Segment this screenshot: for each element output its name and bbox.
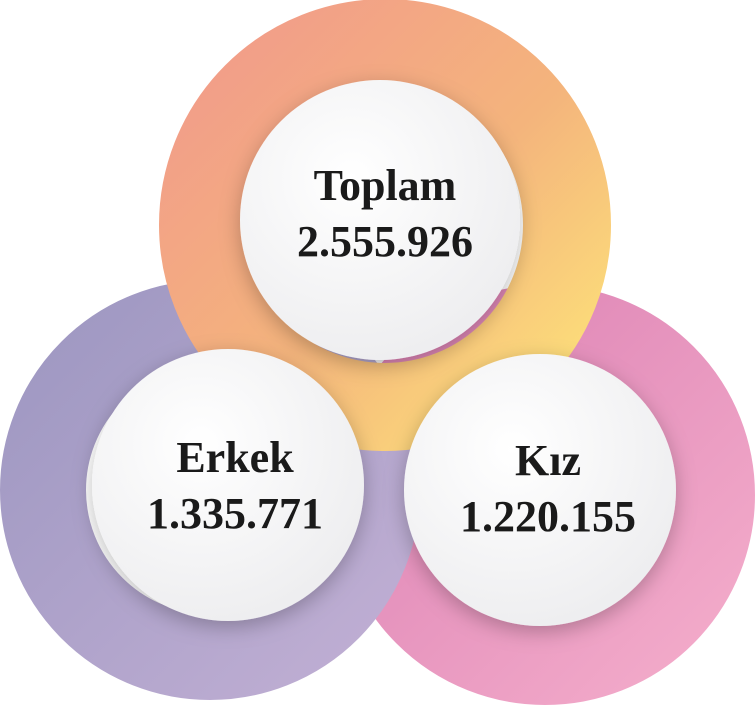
circle-top — [240, 80, 520, 360]
ring-top — [159, 0, 611, 451]
circle-right — [404, 354, 676, 626]
value: 1.220.155 — [460, 492, 636, 541]
label: Toplam — [314, 161, 457, 210]
label: Kız — [515, 436, 581, 485]
value: 1.335.771 — [147, 489, 323, 538]
value: 2.555.926 — [297, 217, 473, 266]
circle-left — [92, 349, 364, 621]
label: Erkek — [176, 433, 294, 482]
